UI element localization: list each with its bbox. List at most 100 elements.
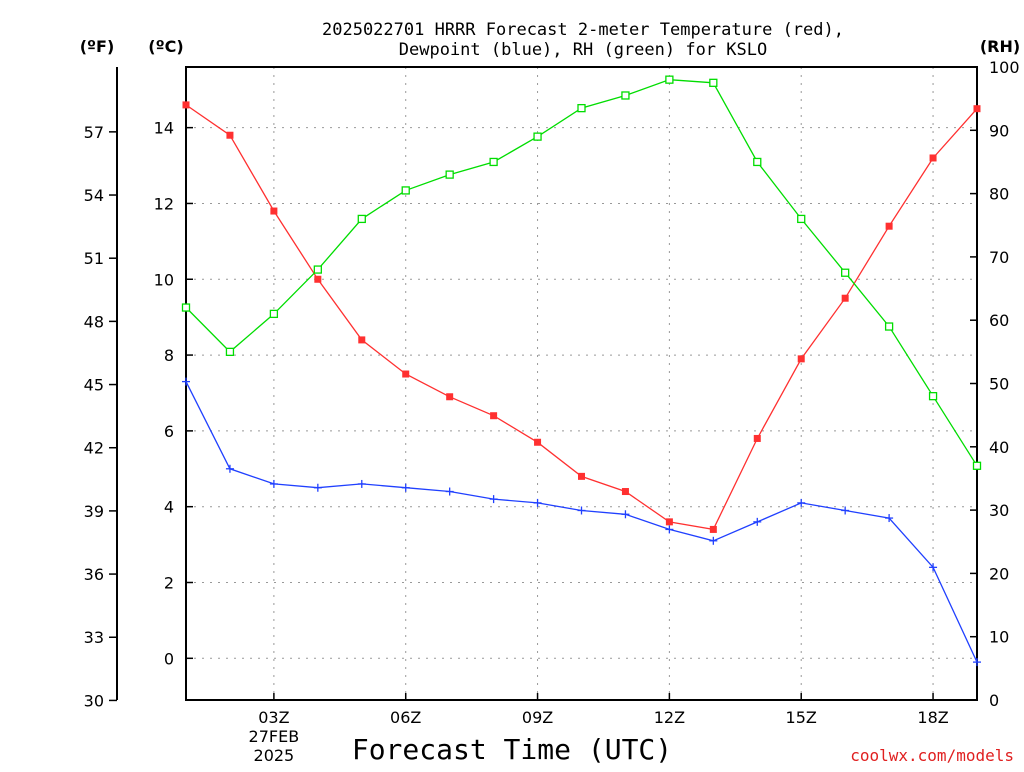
- rh-point: [621, 91, 630, 100]
- fahrenheit-tick-label: 33: [84, 628, 104, 647]
- dewpoint-point: [797, 498, 806, 507]
- temperature-point: [973, 105, 981, 113]
- fahrenheit-tick-label: 51: [84, 249, 104, 268]
- fahrenheit-tick-label: 54: [84, 186, 104, 205]
- rh-point: [445, 170, 454, 179]
- rh-point: [709, 78, 718, 87]
- rh-tick-label: 50: [989, 375, 1009, 394]
- plot-frame: [185, 66, 978, 701]
- temperature-point: [490, 412, 498, 420]
- chart-title-line-1: 2025022701 HRRR Forecast 2-meter Tempera…: [322, 20, 844, 40]
- dewpoint-point: [269, 479, 278, 488]
- rh-point: [401, 186, 410, 195]
- temperature-point: [709, 525, 717, 533]
- dewpoint-point: [182, 377, 190, 386]
- dewpoint-point: [929, 563, 938, 572]
- rh-line: [185, 79, 978, 467]
- fahrenheit-tick-label: 36: [84, 565, 104, 584]
- temperature-point: [885, 222, 893, 230]
- series-layer: [181, 75, 982, 667]
- temperature-point: [182, 101, 190, 109]
- x-tick-label: 06Z: [390, 708, 421, 727]
- temperature-point: [665, 518, 673, 526]
- rh-point: [841, 268, 850, 277]
- rh-point: [753, 157, 762, 167]
- chart-title-line-2: Dewpoint (blue), RH (green) for KSLO: [399, 40, 767, 60]
- rh-point: [884, 322, 894, 331]
- celsius-tick-label: 0: [164, 649, 174, 668]
- rh-point: [797, 214, 806, 224]
- dewpoint-line: [185, 381, 978, 663]
- temperature-line: [185, 104, 978, 531]
- dewpoint-point: [973, 658, 981, 667]
- axes-layer: 30 33 36 39 42 45 48 51 54 57 0 2 4 6 8 10 12 14 0 10 20 30 40…: [84, 58, 1020, 765]
- fahrenheit-unit-label: (ºF): [80, 37, 115, 56]
- dewpoint-point: [401, 483, 410, 492]
- watermark: coolwx.com/models: [850, 746, 1014, 765]
- temperature-point: [578, 472, 585, 480]
- fahrenheit-tick-label: 57: [84, 123, 104, 142]
- temperature-point: [402, 370, 410, 378]
- x-tick-label: 15Z: [786, 708, 817, 727]
- celsius-tick-label: 6: [164, 422, 174, 441]
- temperature-point: [446, 393, 454, 401]
- dewpoint-point: [709, 536, 718, 545]
- rh-point: [533, 132, 542, 141]
- rh-tick-label: 0: [989, 691, 999, 710]
- rh-point: [313, 265, 322, 274]
- temperature-point: [621, 488, 629, 496]
- rh-tick-label: 10: [989, 628, 1009, 647]
- dewpoint-point: [313, 483, 322, 492]
- temperature-point: [358, 336, 366, 344]
- rh-point: [225, 347, 235, 357]
- temperature-point: [534, 438, 542, 446]
- rh-tick-label: 20: [989, 564, 1009, 583]
- rh-tick-label: 100: [989, 58, 1020, 77]
- x-tick-label: 12Z: [654, 708, 685, 727]
- temperature-point: [929, 154, 937, 162]
- x-axis-label: Forecast Time (UTC): [352, 733, 672, 766]
- x-tick-label: 09Z: [522, 708, 553, 727]
- x-tick-date-label: 27FEB: [249, 727, 300, 746]
- temperature-point: [797, 355, 805, 363]
- rh-point: [972, 461, 982, 470]
- temperature-point: [841, 294, 849, 302]
- celsius-unit-label: (ºC): [148, 37, 183, 56]
- rh-tick-label: 30: [989, 501, 1009, 520]
- rh-point: [577, 103, 586, 113]
- temperature-point: [226, 131, 234, 139]
- x-tick-label: 03Z: [258, 708, 289, 727]
- fahrenheit-tick-label: 42: [84, 439, 104, 458]
- x-tick-label: 18Z: [917, 708, 948, 727]
- celsius-tick-label: 12: [154, 194, 174, 213]
- dewpoint-point: [841, 506, 850, 515]
- temperature-point: [753, 434, 761, 442]
- temperature-point: [314, 275, 322, 283]
- celsius-tick-label: 2: [164, 573, 174, 592]
- celsius-tick-label: 4: [164, 498, 174, 517]
- rh-point: [357, 214, 366, 224]
- fahrenheit-tick-label: 30: [84, 691, 104, 710]
- dewpoint-point: [885, 514, 894, 523]
- celsius-tick-label: 10: [154, 270, 174, 289]
- dewpoint-point: [533, 498, 542, 507]
- temperature-point: [270, 207, 278, 215]
- rh-tick-label: 80: [989, 185, 1009, 204]
- dewpoint-point: [577, 506, 586, 515]
- rh-point: [489, 157, 498, 167]
- grid-layer: [186, 67, 977, 700]
- dewpoint-point: [753, 517, 762, 526]
- rh-point: [928, 392, 938, 401]
- dewpoint-point: [489, 495, 498, 504]
- rh-tick-label: 40: [989, 438, 1009, 457]
- dewpoint-point: [225, 464, 234, 473]
- dewpoint-point: [621, 510, 630, 519]
- rh-point: [665, 75, 674, 84]
- rh-point: [181, 303, 191, 312]
- celsius-tick-label: 8: [164, 346, 174, 365]
- x-tick-year-label: 2025: [254, 746, 295, 765]
- dewpoint-point: [357, 479, 366, 488]
- rh-unit-label: (RH): [980, 37, 1020, 56]
